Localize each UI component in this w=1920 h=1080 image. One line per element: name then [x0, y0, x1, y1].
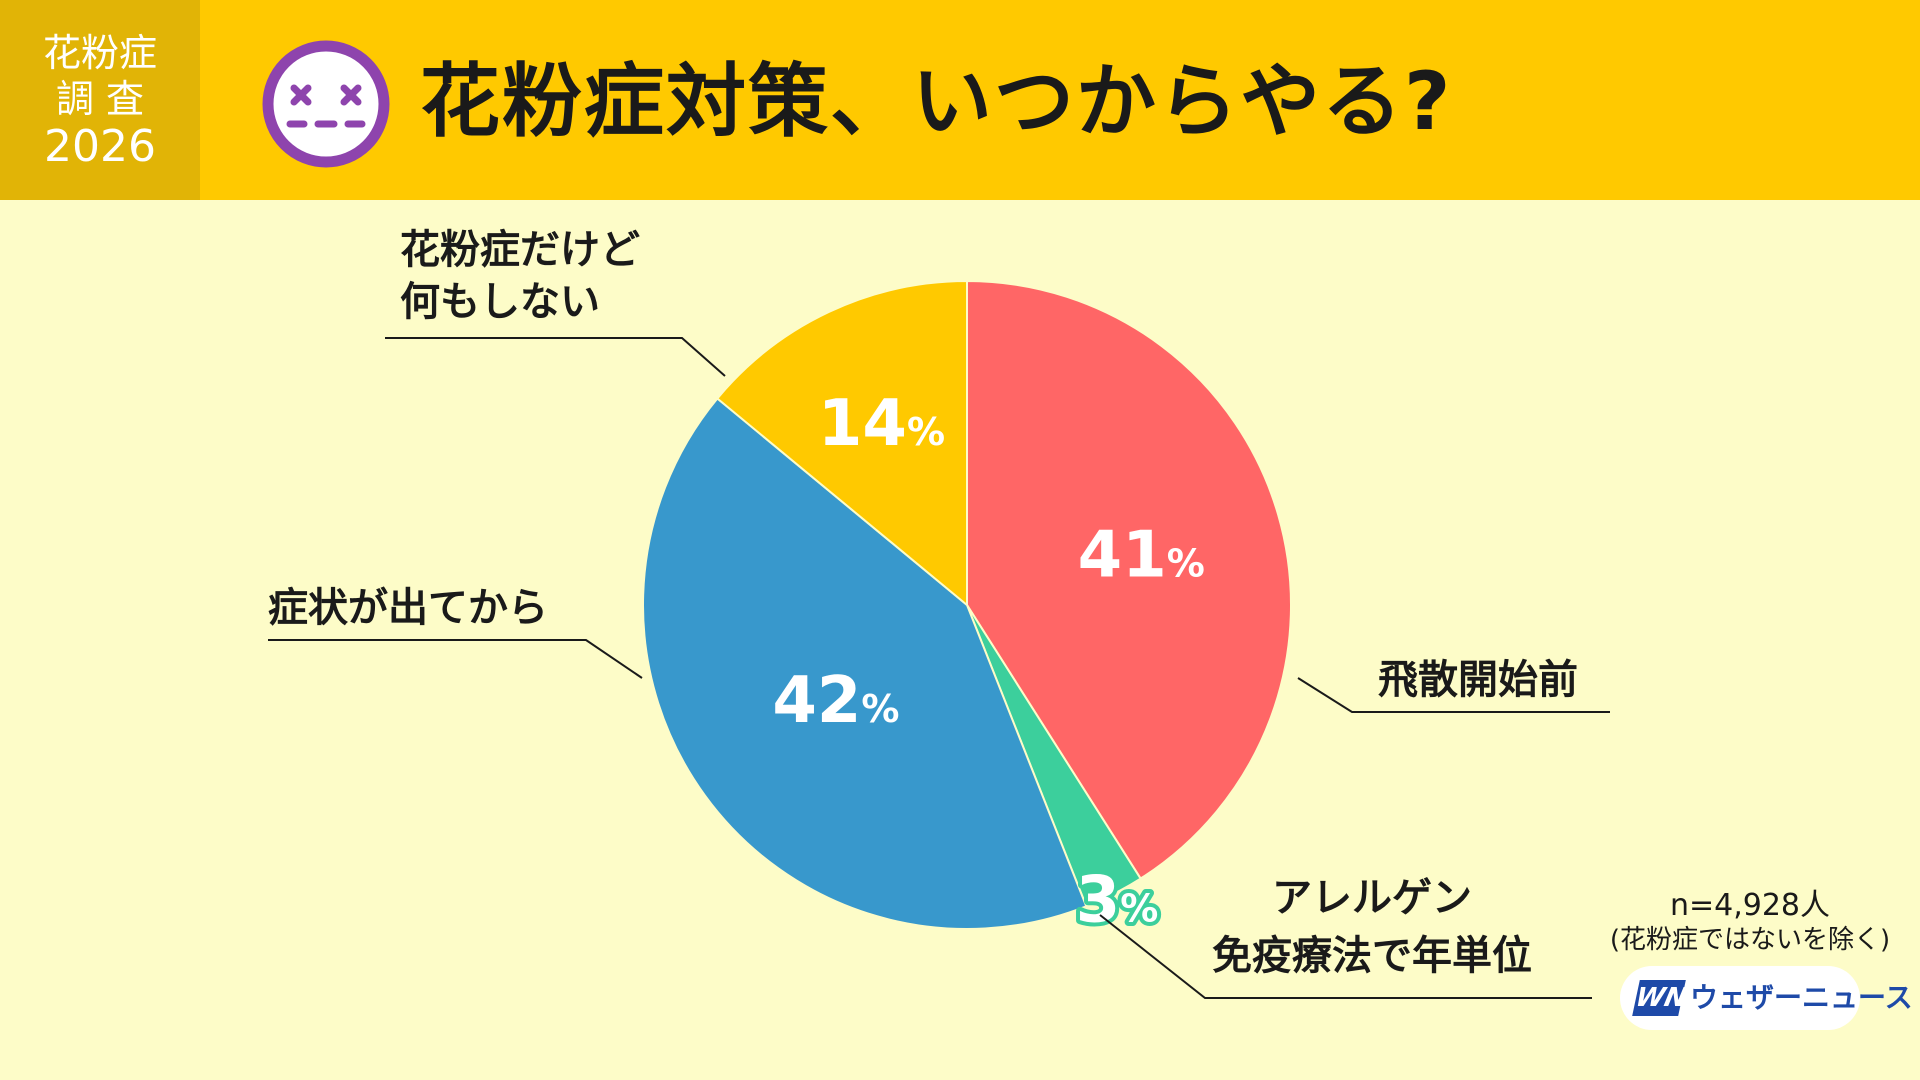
label-immunotherapy: アレルゲン 免疫療法で年単位 — [1212, 872, 1532, 982]
sample-note: n=4,928人 (花粉症ではないを除く) — [1580, 888, 1920, 956]
logo-mark: WN — [1632, 980, 1690, 1016]
label-before-pollen-text: 飛散開始前 — [1378, 657, 1578, 703]
leader-line-0 — [1297, 677, 1610, 713]
label-before-pollen: 飛散開始前 — [1378, 654, 1578, 706]
sample-size: n=4,928人 — [1669, 888, 1831, 923]
leader-line-2 — [268, 639, 643, 679]
badge-year: 2026 — [44, 121, 156, 172]
label-do-nothing-line1: 花粉症だけど — [400, 227, 640, 273]
label-after-symptoms: 症状が出てから — [268, 582, 548, 634]
label-immunotherapy-line1: アレルゲン — [1272, 875, 1472, 921]
pie-slice-3 — [715, 279, 968, 608]
pie-slice-0 — [966, 279, 1292, 880]
label-do-nothing: 花粉症だけど 何もしない — [400, 224, 640, 328]
logo-text: ウェザーニュース — [1690, 981, 1913, 1014]
dizzy-face-icon — [262, 40, 390, 168]
leader-line-3 — [385, 337, 726, 377]
pie-value-label-1: 3% — [1076, 863, 1159, 937]
label-immunotherapy-line2: 免疫療法で年単位 — [1212, 933, 1532, 979]
sample-exclusion: (花粉症ではないを除く) — [1609, 925, 1891, 955]
label-do-nothing-line2: 何もしない — [400, 279, 600, 325]
survey-badge: 花粉症 調 査 2026 — [0, 0, 200, 200]
leader-line-1 — [1099, 914, 1592, 999]
page-title: 花粉症対策、いつからやる? — [420, 55, 1453, 148]
badge-line2: 調 査 — [55, 77, 145, 121]
weathernews-logo: WN ウェザーニュース — [1620, 966, 1913, 1030]
badge-line1: 花粉症 — [42, 31, 157, 75]
label-after-symptoms-text: 症状が出てから — [268, 585, 548, 631]
pie-slice-2 — [642, 397, 1088, 930]
